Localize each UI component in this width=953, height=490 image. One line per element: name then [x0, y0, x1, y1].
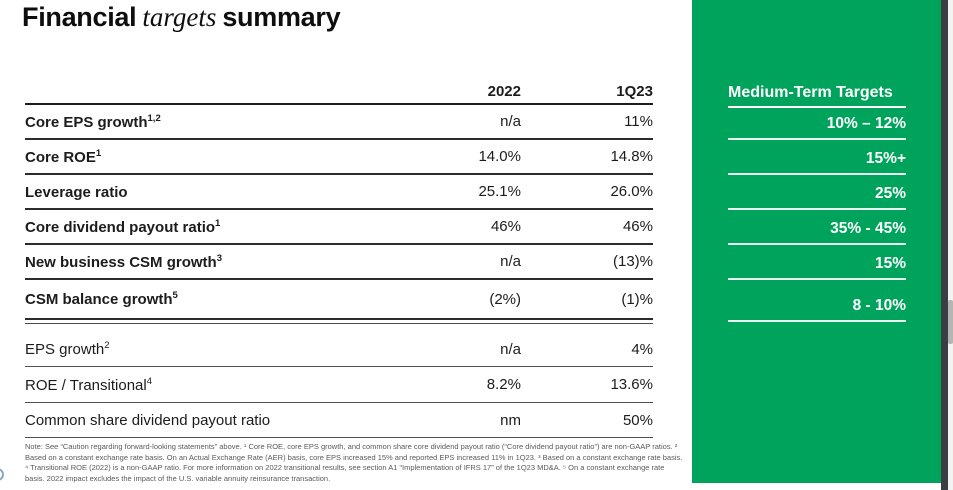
table-header-row: 2022 1Q23 — [25, 83, 653, 105]
section-gap — [25, 324, 653, 332]
table-row: CSM balance growth5 (2%) (1)% — [25, 280, 653, 320]
value-2022: 14.0% — [478, 148, 521, 165]
row-label: CSM balance growth5 — [25, 290, 178, 308]
table-row: Leverage ratio 25.1% 26.0% — [25, 175, 653, 210]
header-1q23: 1Q23 — [616, 83, 653, 100]
value-1q23: 46% — [622, 218, 653, 235]
title-part-3: summary — [222, 2, 341, 32]
target-value: 35% - 45% — [728, 210, 906, 245]
target-value: 10% – 12% — [728, 108, 906, 140]
value-2022: n/a — [500, 253, 521, 270]
row-label: New business CSM growth3 — [25, 252, 222, 271]
value-1q23: 50% — [622, 411, 653, 429]
window-edge-strip — [941, 0, 948, 490]
footnote-ref: 1 — [95, 147, 102, 159]
value-1q23: 11% — [624, 113, 653, 130]
table-row: Common share dividend payout ratio nm 50… — [25, 403, 653, 438]
section-divider-line — [25, 323, 653, 324]
targets-panel-rows: 10% – 12% 15%+ 25% 35% - 45% 15% 8 - 10% — [728, 108, 906, 322]
footnote-ref: 4 — [146, 375, 153, 387]
value-2022: n/a — [500, 113, 521, 130]
target-value: 15%+ — [728, 140, 906, 175]
value-2022: nm — [500, 411, 521, 429]
row-label: Core EPS growth1,2 — [25, 112, 161, 131]
value-1q23: (13)% — [612, 253, 653, 270]
header-2022: 2022 — [487, 83, 521, 100]
value-1q23: 26.0% — [610, 183, 653, 200]
table-row: New business CSM growth3 n/a (13)% — [25, 245, 653, 280]
target-value: 15% — [728, 245, 906, 280]
title-part-2: targets — [142, 2, 217, 32]
table-row: ROE / Transitional4 8.2% 13.6% — [25, 367, 653, 403]
row-label: Core ROE1 — [25, 147, 102, 166]
targets-panel-header: Medium-Term Targets — [728, 84, 906, 108]
title-part-1: Financial — [22, 2, 137, 32]
value-1q23: 4% — [631, 340, 653, 358]
table-row: Core dividend payout ratio1 46% 46% — [25, 210, 653, 245]
financial-table: 2022 1Q23 Core EPS growth1,2 n/a 11% Cor… — [25, 83, 653, 438]
row-label: ROE / Transitional4 — [25, 375, 153, 394]
value-2022: (2%) — [489, 290, 521, 308]
page-title: Financial targets summary — [22, 2, 341, 33]
value-2022: 46% — [490, 218, 521, 235]
row-label: EPS growth2 — [25, 340, 110, 358]
target-value: 8 - 10% — [728, 280, 906, 322]
value-1q23: (1)% — [621, 290, 653, 308]
table-row: Core ROE1 14.0% 14.8% — [25, 140, 653, 175]
scrollbar-thumb[interactable] — [948, 300, 953, 344]
medium-term-targets-panel: Medium-Term Targets 10% – 12% 15%+ 25% 3… — [692, 0, 941, 483]
value-2022: n/a — [500, 340, 521, 358]
footnote-ref: 2 — [104, 340, 110, 351]
value-1q23: 13.6% — [610, 376, 653, 393]
table-row: Core EPS growth1,2 n/a 11% — [25, 105, 653, 140]
scrollbar-track[interactable] — [948, 0, 953, 490]
footnote-ref: 5 — [172, 290, 178, 301]
cutoff-page-badge — [0, 468, 4, 481]
value-2022: 8.2% — [486, 376, 521, 393]
value-1q23: 14.8% — [610, 148, 653, 165]
row-label: Common share dividend payout ratio — [25, 412, 271, 429]
row-label: Leverage ratio — [25, 183, 128, 201]
footnote-ref: 1,2 — [147, 112, 161, 124]
value-2022: 25.1% — [478, 183, 521, 200]
footnote-ref: 1 — [215, 217, 221, 229]
table-row: EPS growth2 n/a 4% — [25, 332, 653, 367]
target-value: 25% — [728, 175, 906, 210]
footnote-ref: 3 — [216, 252, 222, 264]
footnote-text: Note: See “Caution regarding forward-loo… — [25, 442, 683, 483]
row-label: Core dividend payout ratio1 — [25, 217, 221, 236]
